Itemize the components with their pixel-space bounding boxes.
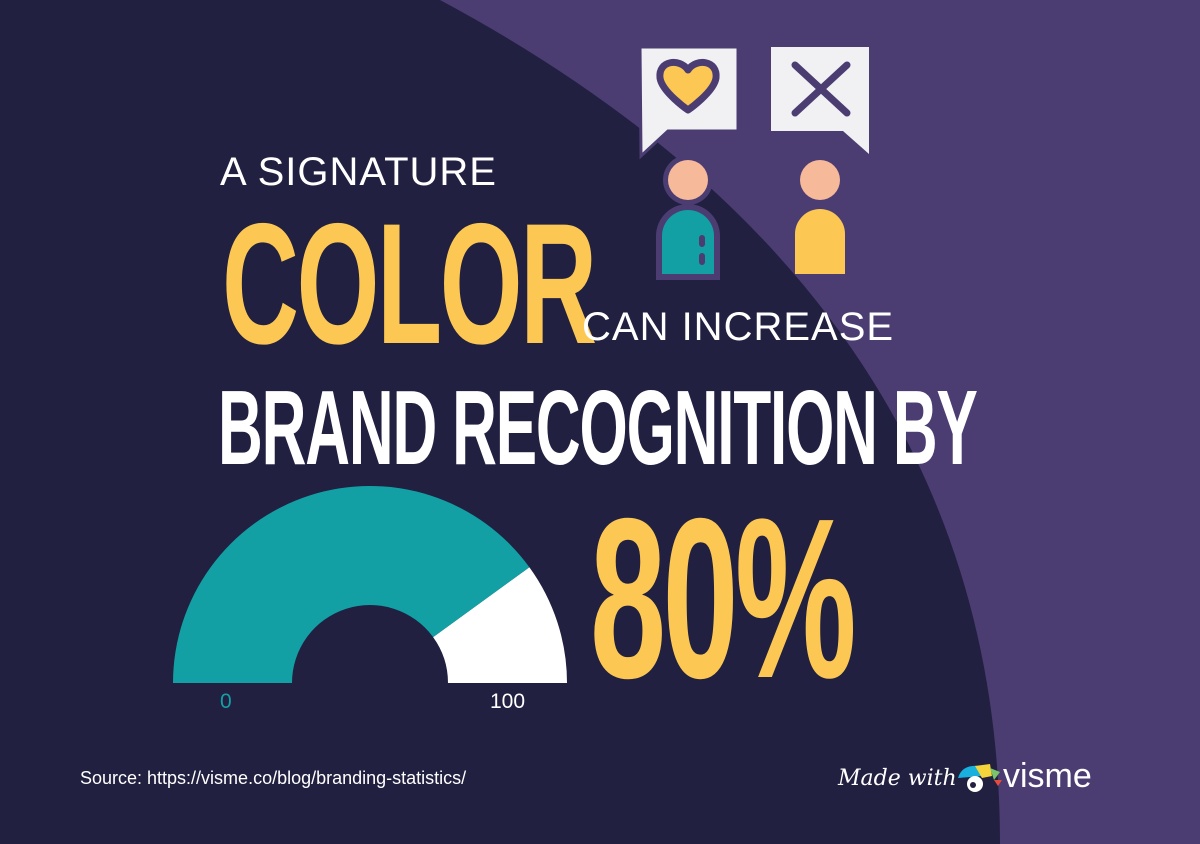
person-yellow-icon bbox=[795, 160, 845, 274]
visme-brand-text: visme bbox=[1003, 757, 1092, 795]
purple-curve-region bbox=[440, 0, 1200, 844]
headline-highlight: COLOR bbox=[222, 188, 597, 380]
headline-line1: A SIGNATURE bbox=[220, 150, 497, 194]
gauge-max-label: 100 bbox=[490, 690, 526, 713]
person-teal-icon bbox=[656, 155, 720, 280]
speech-bubble-x-icon bbox=[771, 47, 869, 154]
gauge-remaining-arc bbox=[433, 567, 567, 683]
headline-line4: BRAND RECOGNITION BY bbox=[218, 369, 978, 487]
gauge-value-arc bbox=[173, 486, 530, 683]
speech-bubble-heart-icon bbox=[638, 45, 740, 160]
gauge-min-label: 0 bbox=[220, 690, 232, 713]
headline-stat: 80% bbox=[590, 472, 857, 726]
made-with-text: Made with bbox=[838, 766, 957, 791]
headline-line3: CAN INCREASE bbox=[582, 305, 895, 349]
source-citation: Source: https://visme.co/blog/branding-s… bbox=[80, 768, 467, 788]
